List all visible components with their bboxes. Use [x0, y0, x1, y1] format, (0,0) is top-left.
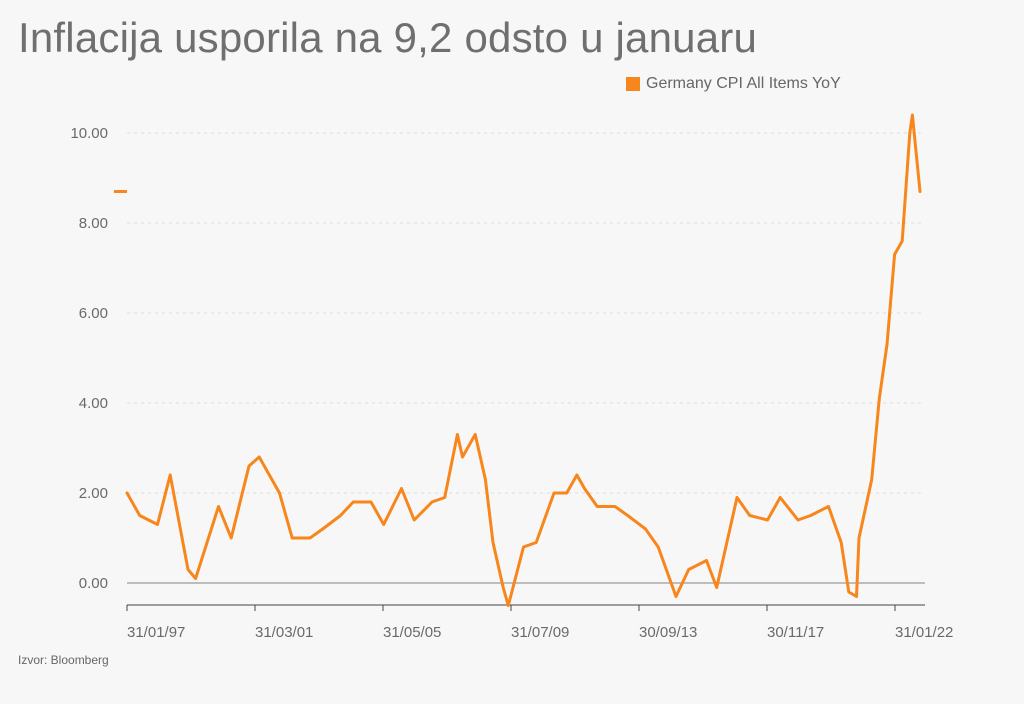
x-tick-label: 30/11/17: [767, 624, 824, 641]
data-point: [878, 397, 881, 400]
data-point: [596, 505, 599, 508]
x-tick-label: 30/09/13: [639, 624, 697, 641]
data-point: [507, 604, 510, 607]
y-tick-label: 0.00: [79, 575, 108, 592]
data-point: [901, 239, 904, 243]
data-point: [461, 455, 464, 459]
data-point: [339, 514, 342, 517]
grid-lines: [127, 132, 925, 584]
data-point: [908, 131, 912, 135]
data-point: [911, 113, 914, 117]
data-point: [156, 523, 159, 526]
data-point: [715, 586, 718, 589]
data-point: [847, 590, 851, 594]
data-point: [456, 433, 459, 436]
data-point: [278, 491, 281, 495]
data-point: [443, 496, 446, 499]
series-line: [125, 113, 922, 607]
x-tick-label: 31/01/97: [127, 624, 185, 641]
data-point: [893, 253, 896, 256]
data-point: [857, 536, 861, 540]
data-point: [644, 527, 647, 531]
data-point: [840, 541, 843, 544]
x-tick-label: 31/01/22: [895, 624, 953, 641]
x-tick-label: 31/07/09: [511, 624, 569, 641]
data-point: [575, 473, 579, 477]
y-tick-label: 8.00: [79, 215, 108, 232]
data-point: [138, 514, 141, 517]
data-point: [870, 478, 873, 481]
data-point: [474, 433, 477, 436]
data-point: [484, 478, 487, 481]
legend-label: Germany CPI All Items YoY: [646, 75, 841, 92]
data-point: [885, 343, 889, 346]
data-point: [430, 500, 434, 504]
data-point: [626, 514, 629, 517]
data-point: [186, 568, 190, 571]
data-point: [125, 491, 129, 495]
data-point: [382, 523, 385, 526]
chart-title: Inflacija usporila na 9,2 odsto u januar…: [18, 14, 758, 61]
data-point: [352, 500, 355, 504]
data-point: [501, 586, 505, 589]
data-point: [169, 473, 172, 477]
data-point: [583, 487, 586, 490]
data-point: [779, 496, 782, 499]
data-point: [552, 491, 556, 495]
data-point: [674, 595, 678, 598]
y-tick-label: 2.00: [79, 485, 108, 502]
data-point: [247, 464, 251, 468]
data-point: [855, 595, 858, 598]
data-point: [217, 505, 220, 508]
data-point: [369, 500, 373, 504]
tick-labels: 0.00 2.00 4.00 6.00 8.00 10.00 31/01/97 31/03/0…: [70, 125, 953, 641]
source-note: Izvor: Bloomberg: [18, 653, 109, 667]
data-point: [308, 536, 312, 540]
data-point: [705, 559, 708, 562]
data-point: [321, 527, 324, 531]
data-point: [257, 455, 261, 459]
data-point: [613, 505, 617, 508]
data-point: [491, 541, 495, 544]
axes: [126, 604, 925, 611]
x-tick-label: 31/05/05: [383, 624, 441, 641]
data-point: [827, 505, 830, 508]
data-point: [748, 514, 751, 517]
y-tick-label: 4.00: [79, 395, 108, 412]
legend: Germany CPI All Items YoY: [626, 75, 841, 93]
data-point: [522, 545, 525, 549]
data-point: [735, 496, 739, 499]
y-tick-label: 6.00: [79, 305, 108, 322]
data-point: [918, 190, 922, 193]
x-tick-label: 31/03/01: [255, 624, 313, 641]
data-point: [766, 518, 769, 522]
data-point: [687, 568, 690, 571]
legend-swatch: [626, 77, 640, 91]
data-point: [230, 536, 233, 540]
series-layer: [114, 113, 922, 607]
data-point: [413, 518, 416, 522]
data-point: [796, 518, 800, 522]
data-point: [657, 545, 660, 549]
data-point: [535, 541, 538, 544]
data-point: [291, 536, 294, 540]
y-tick-label: 10.00: [70, 125, 108, 142]
data-point: [809, 514, 812, 517]
data-point: [194, 577, 197, 580]
data-point: [565, 491, 568, 495]
data-point: [400, 487, 403, 490]
